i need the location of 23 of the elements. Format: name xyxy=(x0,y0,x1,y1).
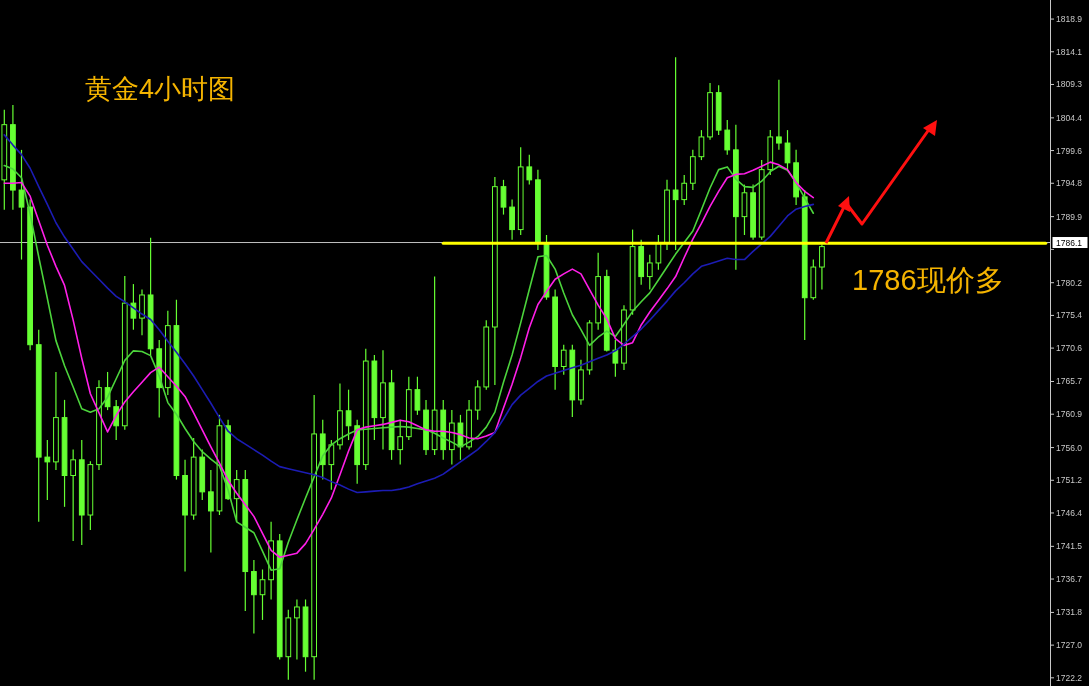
y-tick-label: 1722.2 xyxy=(1056,672,1083,683)
y-tick-label: 1789.9 xyxy=(1056,211,1083,222)
ref-line-label: 1786.1 xyxy=(1056,238,1083,249)
y-tick-label: 1775.4 xyxy=(1056,310,1083,321)
y-tick-label: 1804.4 xyxy=(1056,112,1083,123)
y-tick-label: 1736.7 xyxy=(1056,574,1083,585)
y-tick-label: 1731.8 xyxy=(1056,607,1083,618)
y-tick-label: 1727.0 xyxy=(1056,640,1083,651)
y-tick-label: 1780.2 xyxy=(1056,277,1083,288)
annotation: 1786现价多 xyxy=(852,264,1004,296)
y-tick-label: 1760.9 xyxy=(1056,409,1083,420)
y-tick-label: 1756.0 xyxy=(1056,442,1083,453)
text: 黄金4小时图 xyxy=(85,74,236,104)
y-tick-label: 1794.8 xyxy=(1056,178,1083,189)
y-tick-label: 1741.5 xyxy=(1056,541,1083,552)
y-tick-label: 1765.7 xyxy=(1056,376,1083,387)
y-tick-label: 1746.4 xyxy=(1056,507,1083,518)
y-tick-label: 1799.6 xyxy=(1056,145,1083,156)
y-tick-label: 1770.6 xyxy=(1056,343,1083,354)
y-tick-label: 1809.3 xyxy=(1056,79,1083,90)
y-tick-label: 1814.1 xyxy=(1056,46,1083,57)
y-tick-label: 1818.9 xyxy=(1056,14,1083,25)
y-tick-label: 1751.2 xyxy=(1056,475,1083,486)
